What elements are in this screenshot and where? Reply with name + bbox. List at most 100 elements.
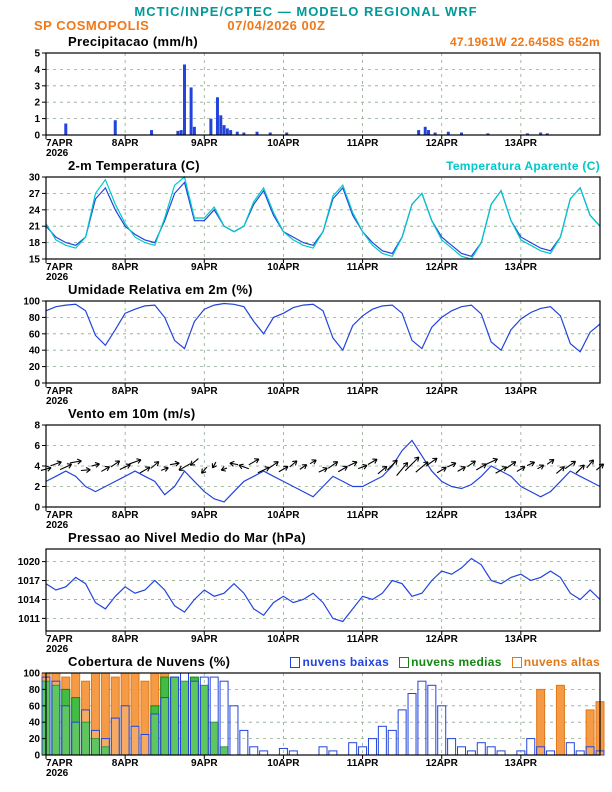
- svg-text:2026: 2026: [46, 148, 69, 157]
- station-label: SP COSMOPOLIS: [34, 18, 150, 33]
- svg-text:20: 20: [29, 362, 41, 373]
- svg-text:1017: 1017: [18, 576, 41, 587]
- legend-label-baixas: nuvens baixas: [302, 655, 390, 669]
- svg-text:8APR: 8APR: [112, 758, 139, 769]
- svg-text:80: 80: [29, 685, 41, 696]
- panel-wind: Vento em 10m (m/s) 0 2 4 6 8 7APR 2026 8APR 9APR…: [0, 405, 612, 529]
- cloud-legend: nuvens baixas nuvens medias nuvens altas: [290, 655, 600, 669]
- svg-text:12APR: 12APR: [426, 386, 459, 397]
- svg-text:12APR: 12APR: [426, 758, 459, 769]
- svg-text:9APR: 9APR: [191, 758, 218, 769]
- svg-text:6: 6: [34, 441, 40, 452]
- panel-title-pressure: Pressao ao Nivel Medio do Mar (hPa): [68, 530, 307, 545]
- svg-text:2026: 2026: [46, 272, 69, 281]
- svg-text:9APR: 9APR: [191, 138, 218, 149]
- svg-text:9APR: 9APR: [191, 634, 218, 645]
- panel-clouds: Cobertura de Nuvens (%) nuvens baixas nu…: [0, 653, 612, 777]
- svg-text:7APR: 7APR: [46, 262, 73, 273]
- svg-text:100: 100: [23, 297, 40, 308]
- svg-text:0: 0: [34, 379, 40, 390]
- svg-text:15: 15: [29, 255, 41, 266]
- svg-text:30: 30: [29, 173, 41, 184]
- panel-title-humidity: Umidade Relativa em 2m (%): [68, 282, 253, 297]
- panel-temperature: 2-m Temperatura (C) Temperatura Aparente…: [0, 157, 612, 281]
- svg-text:10APR: 10APR: [267, 386, 300, 397]
- svg-text:11APR: 11APR: [347, 138, 379, 149]
- svg-text:4: 4: [34, 462, 40, 473]
- run-datetime-label: 07/04/2026 00Z: [227, 18, 326, 33]
- svg-text:11APR: 11APR: [347, 386, 379, 397]
- panel-title-clouds: Cobertura de Nuvens (%): [68, 654, 231, 669]
- svg-text:60: 60: [29, 701, 41, 712]
- legend-nuvens-altas: nuvens altas: [511, 655, 600, 669]
- svg-text:12APR: 12APR: [426, 634, 459, 645]
- svg-text:3: 3: [34, 81, 40, 92]
- svg-text:8: 8: [34, 421, 40, 432]
- svg-text:13APR: 13APR: [505, 510, 538, 521]
- panel-title-precipitation: Precipitacao (mm/h): [68, 34, 198, 49]
- svg-text:11APR: 11APR: [347, 634, 379, 645]
- legend-label-medias: nuvens medias: [411, 655, 502, 669]
- panel-title-temperature: 2-m Temperatura (C): [68, 158, 200, 173]
- svg-text:2026: 2026: [46, 644, 69, 653]
- svg-text:8APR: 8APR: [112, 386, 139, 397]
- svg-text:2026: 2026: [46, 396, 69, 405]
- svg-text:13APR: 13APR: [505, 138, 538, 149]
- svg-text:7APR: 7APR: [46, 510, 73, 521]
- svg-text:9APR: 9APR: [191, 386, 218, 397]
- svg-text:40: 40: [29, 718, 41, 729]
- svg-text:7APR: 7APR: [46, 634, 73, 645]
- svg-text:5: 5: [34, 49, 40, 60]
- svg-text:8APR: 8APR: [112, 138, 139, 149]
- svg-text:2026: 2026: [46, 768, 69, 777]
- svg-text:18: 18: [29, 238, 41, 249]
- svg-text:7APR: 7APR: [46, 138, 73, 149]
- legend-swatch-altas-icon: [511, 656, 522, 668]
- svg-text:60: 60: [29, 329, 41, 340]
- svg-text:10APR: 10APR: [267, 138, 300, 149]
- svg-text:10APR: 10APR: [267, 634, 300, 645]
- location-label: 47.1961W 22.6458S 652m: [449, 35, 600, 49]
- svg-text:2: 2: [34, 98, 40, 109]
- svg-text:1020: 1020: [18, 557, 41, 568]
- svg-text:2026: 2026: [46, 520, 69, 529]
- svg-text:2: 2: [34, 482, 40, 493]
- legend-label-altas: nuvens altas: [523, 655, 600, 669]
- svg-text:0: 0: [34, 503, 40, 514]
- svg-text:11APR: 11APR: [347, 262, 379, 273]
- svg-text:0: 0: [34, 751, 40, 762]
- svg-text:1014: 1014: [18, 595, 41, 606]
- svg-text:13APR: 13APR: [505, 758, 538, 769]
- svg-text:13APR: 13APR: [505, 634, 538, 645]
- svg-text:7APR: 7APR: [46, 386, 73, 397]
- svg-text:40: 40: [29, 346, 41, 357]
- svg-text:8APR: 8APR: [112, 262, 139, 273]
- svg-text:12APR: 12APR: [426, 262, 459, 273]
- svg-text:13APR: 13APR: [505, 386, 538, 397]
- apparent-temperature-label: Temperatura Aparente (C): [446, 159, 600, 173]
- svg-text:1011: 1011: [18, 614, 40, 625]
- svg-text:80: 80: [29, 313, 41, 324]
- svg-text:21: 21: [29, 222, 41, 233]
- panel-title-wind: Vento em 10m (m/s): [68, 406, 196, 421]
- panel-precipitation: Precipitacao (mm/h) 47.1961W 22.6458S 65…: [0, 33, 612, 157]
- svg-text:24: 24: [29, 205, 41, 216]
- svg-text:9APR: 9APR: [191, 510, 218, 521]
- legend-nuvens-baixas: nuvens baixas: [290, 655, 389, 669]
- legend-nuvens-medias: nuvens medias: [399, 655, 502, 669]
- svg-text:0: 0: [34, 131, 40, 142]
- svg-text:10APR: 10APR: [267, 510, 300, 521]
- svg-text:27: 27: [29, 189, 41, 200]
- svg-text:10APR: 10APR: [267, 262, 300, 273]
- station-row: SP COSMOPOLIS 07/04/2026 00Z: [0, 18, 612, 33]
- svg-text:9APR: 9APR: [191, 262, 218, 273]
- svg-text:4: 4: [34, 65, 40, 76]
- svg-text:12APR: 12APR: [426, 510, 459, 521]
